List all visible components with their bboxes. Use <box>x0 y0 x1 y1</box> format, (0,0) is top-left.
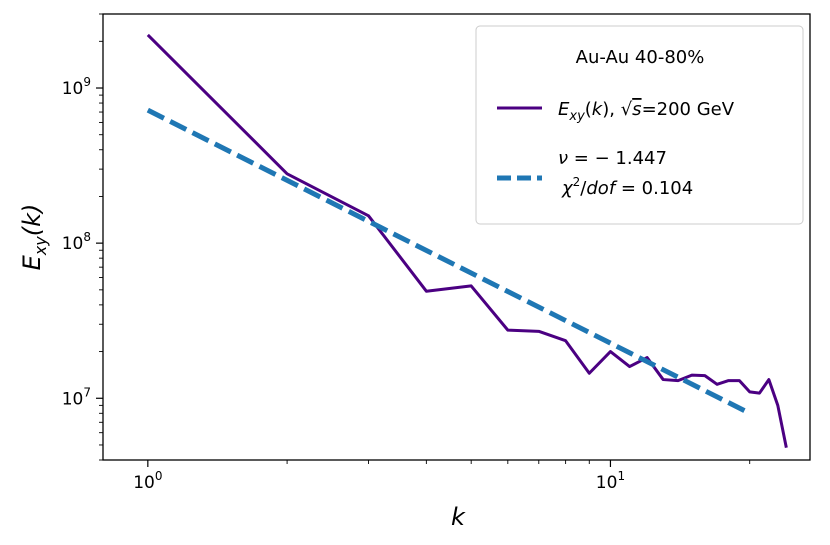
x-axis-label: k <box>451 503 466 531</box>
series-line-exy <box>146 33 788 449</box>
y-axis-label-arg: (k) <box>18 204 46 237</box>
y-axis-label-main: E <box>18 254 46 270</box>
legend-entry-chi2: χ2/dof = 0.104 <box>561 175 693 199</box>
y-axis-label-sub: xy <box>31 236 50 256</box>
legend: Au-Au 40-80% Exy(k), √s=200 GeV ν = − 1.… <box>475 25 804 225</box>
y-tick-label: 107 <box>62 385 91 409</box>
data-layer <box>146 33 788 449</box>
x-tick-label: 100 <box>133 469 162 493</box>
y-axis-label: Exy(k) <box>18 204 50 271</box>
legend-entry-nu: ν = − 1.447 <box>558 148 667 169</box>
y-tick-label: 108 <box>62 230 91 254</box>
ticks-layer: 100 101 107 108 109 <box>62 13 751 493</box>
fit-line <box>146 107 751 416</box>
legend-entry-exy: Exy(k), √s=200 GeV <box>558 99 735 124</box>
x-tick-label: 101 <box>596 469 625 493</box>
legend-title: Au-Au 40-80% <box>576 47 705 68</box>
y-tick-label: 109 <box>62 75 91 99</box>
legend-box <box>475 25 804 225</box>
plot-frame <box>102 13 811 461</box>
